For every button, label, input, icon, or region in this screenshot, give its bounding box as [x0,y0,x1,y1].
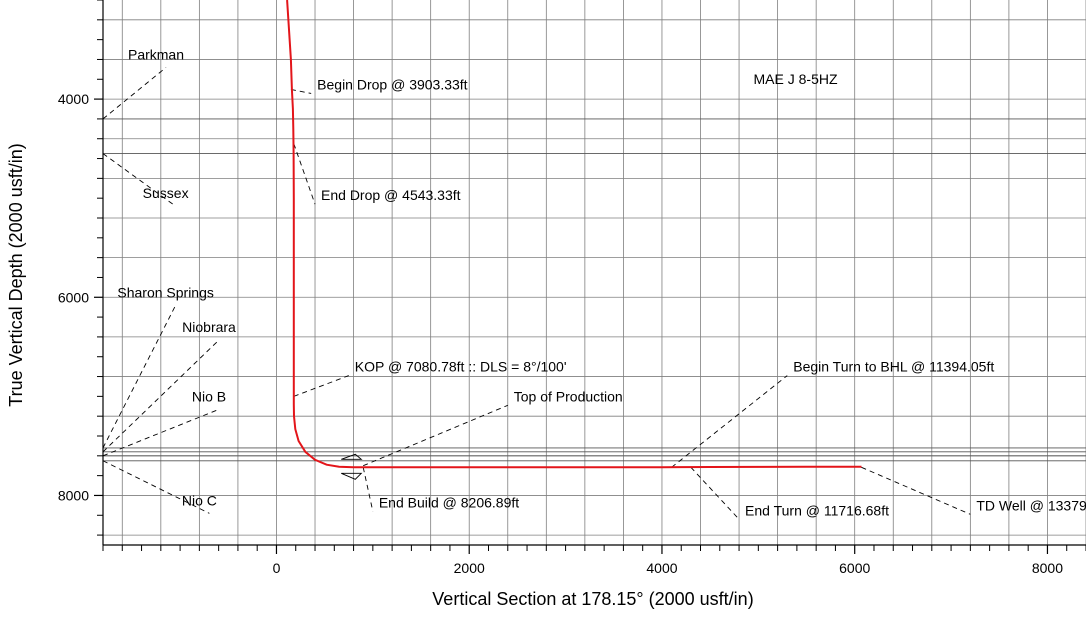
y-axis-title: True Vertical Depth (2000 usft/in) [6,143,26,406]
formation-leader [102,408,220,457]
formation-label: Sussex [143,185,189,201]
annotation-leader [690,467,740,520]
series-label: MAE J 8-5HZ [754,71,838,87]
annotation-label: KOP @ 7080.78ft :: DLS = 8°/100' [355,359,567,375]
formation-tops [103,118,1086,462]
target-marker [341,453,363,460]
x-tick-label: 2000 [454,560,485,576]
x-tick-label: 0 [273,560,281,576]
grid [103,0,1086,545]
x-tick-label: 8000 [1032,560,1063,576]
y-tick-label: 6000 [58,289,89,305]
x-axis-title: Vertical Section at 178.15° (2000 usft/i… [432,589,753,609]
axes: 0 2000 4000 6000 8000 4000 6000 8000 [58,0,1086,576]
formation-label: Nio C [182,492,217,508]
annotation-label: End Turn @ 11716.68ft [745,502,889,518]
annotation-label: End Drop @ 4543.33ft [321,187,461,203]
formation-leader [102,153,176,207]
annotation-label: Begin Drop @ 3903.33ft [317,76,468,92]
y-tick-label: 4000 [58,91,89,107]
annotation-label: TD Well @ 13379.66ft [976,497,1086,513]
series-line [286,0,862,469]
annotation-leader [293,143,316,205]
formation-label: Sharon Springs [117,284,214,300]
formation-leader [102,67,167,120]
annotation-leader [363,404,508,467]
formation-leader [102,460,210,514]
y-tick-label: 8000 [58,487,89,503]
annotation-leader [861,466,971,515]
annotation-leader [671,375,788,468]
annotation-leader [362,467,374,512]
series-layer [286,0,862,480]
formation-label: Niobrara [182,319,236,335]
annotation-leader [293,375,349,397]
formation-label: Nio B [192,388,226,404]
annotation-leaders [102,67,971,520]
labels: Parkman Sussex Sharon Springs Niobrara Nio B… [117,46,1086,518]
target-marker [341,472,363,480]
annotation-leader [290,89,312,94]
annotation-label: End Build @ 8206.89ft [379,494,519,510]
annotation-label: Top of Production [514,388,623,404]
annotation-label: Begin Turn to BHL @ 11394.05ft [793,359,994,375]
x-tick-label: 6000 [839,560,870,576]
x-tick-label: 4000 [646,560,677,576]
formation-label: Parkman [128,46,184,62]
